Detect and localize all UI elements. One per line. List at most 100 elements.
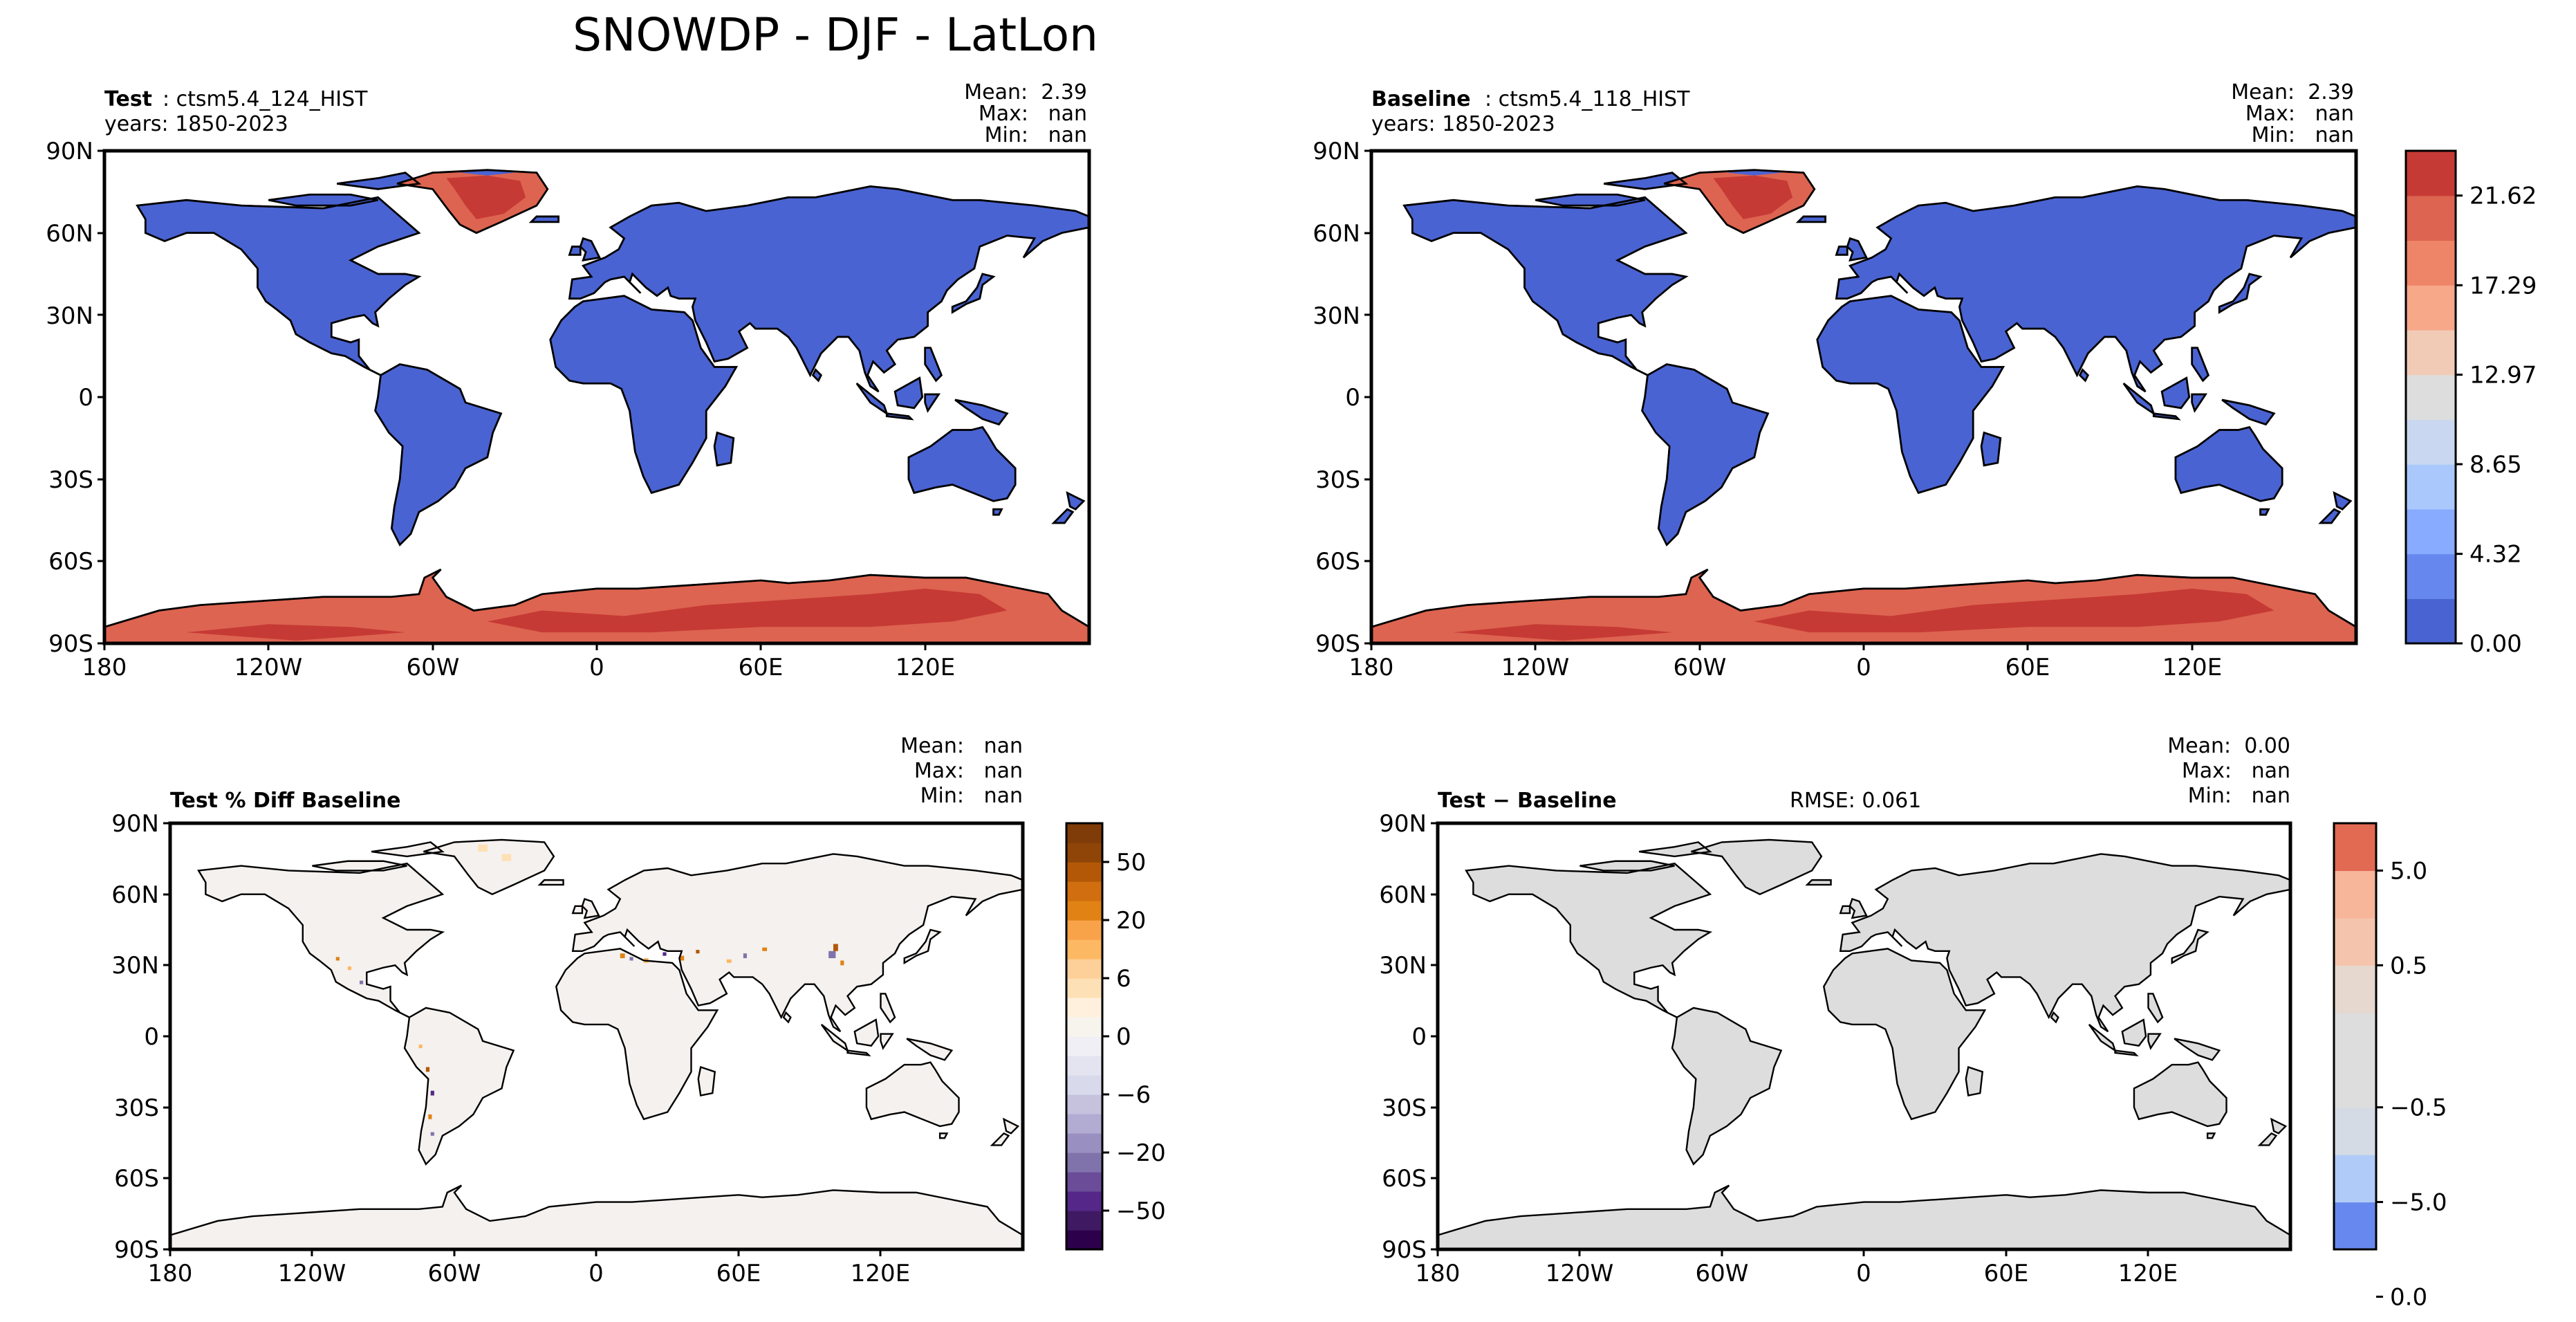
lat-tick-label: 60N (46, 220, 93, 248)
lat-tick-label: 60S (1315, 548, 1360, 576)
lon-tick-label: 180 (148, 1260, 193, 1287)
lat-tick-label: 60S (114, 1165, 159, 1193)
lon-tick-label: 180 (82, 654, 127, 681)
colorbar-tick-label: 4.32 (2470, 541, 2522, 569)
map-area (1369, 149, 2358, 645)
colorbar-swatches (2406, 151, 2456, 644)
colorbar-swatch (2334, 1155, 2376, 1203)
panel-years: years: 1850-2023 (104, 112, 288, 136)
colorbar-tick-label: 21.62 (2470, 183, 2537, 210)
stat-mean: Mean: 2.39 (2231, 80, 2354, 104)
colorbar-ticks: 5.0 0.5 0.0 −0.5 −5.0 (2376, 857, 2447, 1311)
stat-min: Min: nan (2252, 123, 2354, 147)
lat-axis: 90N 60N 30N 0 30S 60S 90S (111, 810, 170, 1264)
lon-axis: 180 120W 60W 0 60E 120E (1416, 1249, 2178, 1287)
lat-tick-label: 90N (1313, 138, 1360, 165)
antarctica-snow (104, 569, 1089, 643)
panel-pctdiff: Test % Diff Baseline Mean: nan Max: nan … (111, 734, 1025, 1287)
lat-tick-label: 60N (1313, 220, 1360, 248)
lon-tick-label: 60W (407, 654, 460, 681)
map-pctdiff (170, 823, 1023, 1249)
colorbar-swatch (1066, 1230, 1102, 1250)
lat-axis: 90N 60N 30N 0 30S 60S 90S (1379, 810, 1438, 1264)
colorbar-swatch (1066, 901, 1102, 921)
colorbar-tick-label: 0 (1116, 1023, 1131, 1051)
colorbar-tick-label: 20 (1116, 907, 1146, 935)
lon-tick-label: 180 (1416, 1260, 1461, 1287)
colorbar-ticks: 50 20 6 0 −6 −20 −50 (1102, 849, 1166, 1225)
colorbar-swatch (1066, 843, 1102, 863)
panel-label-bold: Baseline (1371, 87, 1471, 111)
panel-label-case: : ctsm5.4_118_HIST (1485, 87, 1690, 111)
lon-tick-label: 120W (1546, 1260, 1614, 1287)
panel-label-bold: Test % Diff Baseline (170, 789, 401, 813)
colorbar-tick-label: 8.65 (2470, 451, 2522, 479)
stat-min: Min: nan (2188, 784, 2290, 808)
colorbar-swatch (2406, 195, 2456, 241)
colorbar-pctdiff: 50 20 6 0 −6 −20 −50 (1065, 822, 1166, 1251)
lon-tick-label: 120W (278, 1260, 346, 1287)
map-test (104, 151, 1089, 643)
stat-mean: Mean: 2.39 (964, 80, 1087, 104)
lon-tick-label: 60W (428, 1260, 481, 1287)
rmse-label: RMSE: 0.061 (1790, 789, 1921, 813)
lat-tick-label: 30N (1313, 302, 1360, 330)
lat-tick-label: 30N (1379, 952, 1427, 980)
lon-axis: 180 120W 60W 0 60E 120E (1349, 643, 2222, 681)
lat-tick-label: 90S (1315, 630, 1360, 658)
colorbar-tick-label: 0.0 (2390, 1283, 2427, 1311)
lat-tick-label: 60N (111, 881, 159, 909)
colorbar-swatch (2406, 329, 2456, 376)
lat-tick-label: 90S (1382, 1236, 1427, 1264)
colorbar-swatch (1066, 939, 1102, 960)
lat-axis: 90N 60N 30N 0 30S 60S 90S (1313, 138, 1371, 658)
lon-tick-label: 120E (2118, 1260, 2178, 1287)
stat-mean: Mean: nan (900, 734, 1023, 758)
lon-tick-label: 0 (589, 654, 604, 681)
colorbar-tick-label: 5.0 (2390, 857, 2427, 885)
lat-tick-label: 90S (48, 630, 93, 658)
lat-tick-label: 0 (78, 384, 93, 412)
lon-tick-label: 60E (739, 654, 784, 681)
colorbar-swatch (2406, 419, 2456, 465)
colorbar-swatch (1066, 1133, 1102, 1153)
colorbar-swatch (1066, 920, 1102, 940)
lon-tick-label: 60W (1696, 1260, 1749, 1287)
lon-tick-label: 0 (1856, 1260, 1871, 1287)
colorbar-swatch (2334, 917, 2376, 966)
colorbar-swatch (1066, 1114, 1102, 1134)
lat-tick-label: 30S (114, 1094, 159, 1122)
stat-max: Max: nan (914, 759, 1023, 783)
lat-tick-label: 60N (1379, 881, 1427, 909)
lat-tick-label: 90S (114, 1236, 159, 1264)
lon-axis: 180 120W 60W 0 60E 120E (148, 1249, 910, 1287)
colorbar-swatch (2334, 1202, 2376, 1250)
lat-tick-label: 30N (111, 952, 159, 980)
colorbar-tick-label: 17.29 (2470, 272, 2537, 300)
panel-label-case: : ctsm5.4_124_HIST (163, 87, 368, 111)
colorbar-swatch (1066, 823, 1102, 843)
figure-title: SNOWDP - DJF - LatLon (573, 8, 1098, 62)
lat-tick-label: 60S (1382, 1165, 1427, 1193)
colorbar-swatch (1066, 862, 1102, 882)
lat-tick-label: 90N (46, 138, 93, 165)
lat-tick-label: 30S (1382, 1094, 1427, 1122)
lon-tick-label: 120W (1501, 654, 1570, 681)
map-area (102, 149, 1091, 645)
lat-tick-label: 90N (1379, 810, 1427, 838)
colorbar-tick-label: 0.5 (2390, 952, 2427, 980)
lat-tick-label: 0 (1411, 1023, 1427, 1051)
colorbar-swatches (1066, 823, 1102, 1250)
map-area (168, 821, 1025, 1251)
colorbar-ticks: 0.00 4.32 8.65 12.97 17.29 21.62 (2456, 183, 2537, 658)
lat-axis: 90N 60N 30N 0 30S 60S 90S (46, 138, 104, 658)
stat-max: Max: nan (2245, 102, 2354, 126)
panel-label-bold: Test − Baseline (1438, 789, 1617, 813)
panel-diff: Test − Baseline RMSE: 0.061 Mean: 0.00 M… (1379, 734, 2292, 1287)
colorbar-swatch (2334, 1012, 2376, 1061)
colorbar-tick-label: 50 (1116, 849, 1146, 876)
colorbar-swatch (2334, 1107, 2376, 1155)
panel-baseline: Baseline : ctsm5.4_118_HIST years: 1850-… (1313, 80, 2358, 681)
colorbar-swatch (2406, 508, 2456, 555)
